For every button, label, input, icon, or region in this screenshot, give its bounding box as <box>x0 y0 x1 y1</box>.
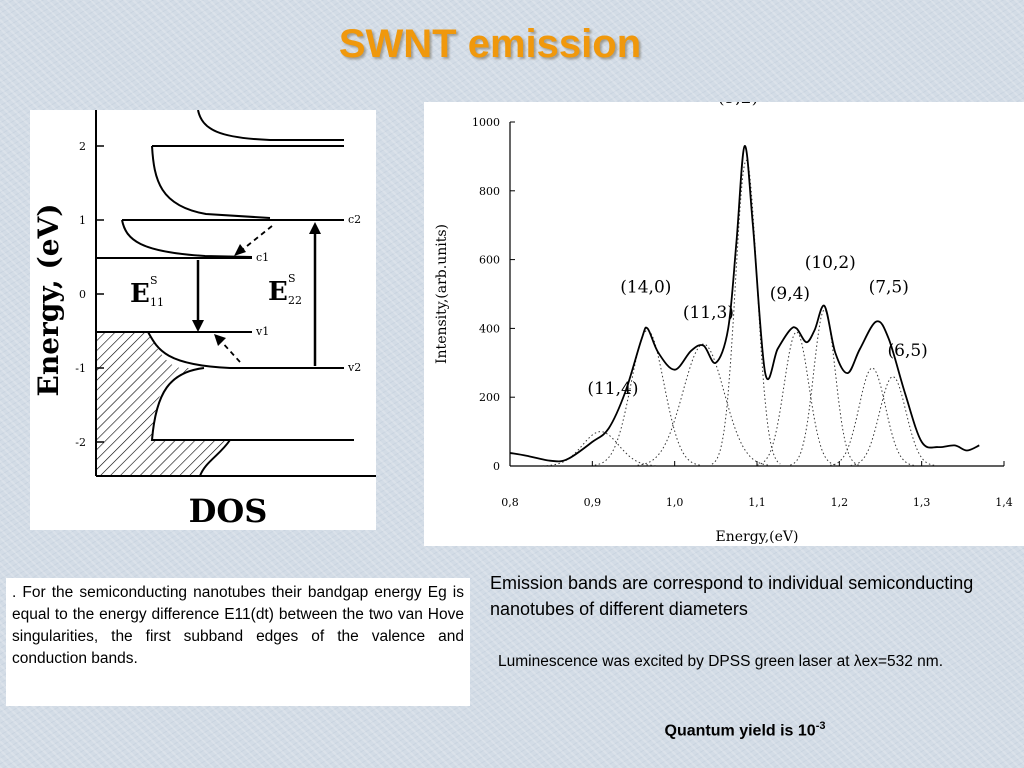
level-label-v1: v1 <box>255 325 269 338</box>
x-tick-label: 1,4 <box>995 496 1013 509</box>
level-label-c1: c1 <box>256 251 269 264</box>
peak-label: (7,5) <box>869 277 909 297</box>
level-label-v2: v2 <box>347 361 361 374</box>
y-tick-label: 400 <box>479 322 500 335</box>
y-tick-label: 1000 <box>472 116 500 129</box>
peak-label: (9,4) <box>770 284 810 304</box>
dos-x-axis-label: DOS <box>189 492 268 530</box>
emission-spectrum-chart: 0 200 400 600 800 1000 0,8 0,9 1,0 1,1 1,2 1,3 1,4 En… <box>434 88 1013 545</box>
x-tick-label: 1,3 <box>913 496 931 509</box>
x-tick-label: 0,8 <box>501 496 519 509</box>
x-axis-label: Energy,(eV) <box>716 529 799 545</box>
dos-y-tick: -2 <box>75 436 86 449</box>
bandgap-explanation: . For the semiconducting nanotubes their… <box>6 578 470 706</box>
component-peak <box>711 159 781 465</box>
luminescence-text: Luminescence was excited by DPSS green l… <box>498 653 943 670</box>
svg-text:S: S <box>150 274 158 287</box>
peak-label: (10,2) <box>805 253 856 273</box>
quantum-yield-exponent: -3 <box>815 720 826 732</box>
y-axis-label: Intensity,(arb.units) <box>434 224 450 364</box>
e22-label: E <box>268 277 288 307</box>
x-tick-label: 1,0 <box>666 496 684 509</box>
relaxation-arrow-valence <box>219 339 241 363</box>
slide-title: SWNT emission <box>338 22 642 66</box>
valence-hatch <box>96 332 230 476</box>
spectrum-line <box>509 145 980 463</box>
e11-label: E <box>130 279 150 309</box>
dos-diagram-panel: 2 1 0 -1 -2 Energy, (eV) DOS c2 c1 v1 v2 <box>30 109 376 530</box>
y-tick-label: 600 <box>479 254 500 267</box>
peak-label: (11,3) <box>683 303 734 323</box>
dos-y-tick: 2 <box>79 140 86 153</box>
spectrum-panel: 0 200 400 600 800 1000 0,8 0,9 1,0 1,1 1,2 1,3 1,4 En… <box>424 88 1024 546</box>
y-tick-label: 200 <box>479 391 500 404</box>
component-peak <box>637 343 769 466</box>
y-tick-label: 0 <box>493 460 500 473</box>
peak-label: (11,4) <box>587 379 638 399</box>
x-tick-label: 0,9 <box>584 496 602 509</box>
x-tick-label: 1,1 <box>748 496 766 509</box>
dos-y-tick: 1 <box>79 214 86 227</box>
x-tick-label: 1,2 <box>831 496 849 509</box>
quantum-yield-text: Quantum yield is 10-3 <box>600 720 890 740</box>
peak-label: (6,5) <box>888 341 928 361</box>
svg-text:S: S <box>288 272 296 285</box>
svg-text:11: 11 <box>150 296 164 309</box>
component-peak <box>542 431 659 467</box>
level-label-c2: c2 <box>348 213 361 226</box>
relaxation-arrow-conduction <box>241 225 273 251</box>
emission-bands-text: Emission bands are correspond to individ… <box>490 573 974 619</box>
quantum-yield-prefix: Quantum yield is 10 <box>664 722 816 740</box>
dos-y-tick: 0 <box>79 288 86 301</box>
dos-y-axis-label: Energy, (eV) <box>32 204 65 397</box>
component-peak <box>756 331 836 466</box>
y-tick-label: 800 <box>479 185 500 198</box>
peak-label: (9,2) <box>718 102 758 108</box>
peak-label: (14,0) <box>620 277 671 297</box>
dos-y-tick: -1 <box>75 362 86 375</box>
dos-diagram: 2 1 0 -1 -2 Energy, (eV) DOS c2 c1 v1 v2 <box>32 109 376 530</box>
component-peak <box>850 376 935 466</box>
svg-text:22: 22 <box>288 294 302 307</box>
